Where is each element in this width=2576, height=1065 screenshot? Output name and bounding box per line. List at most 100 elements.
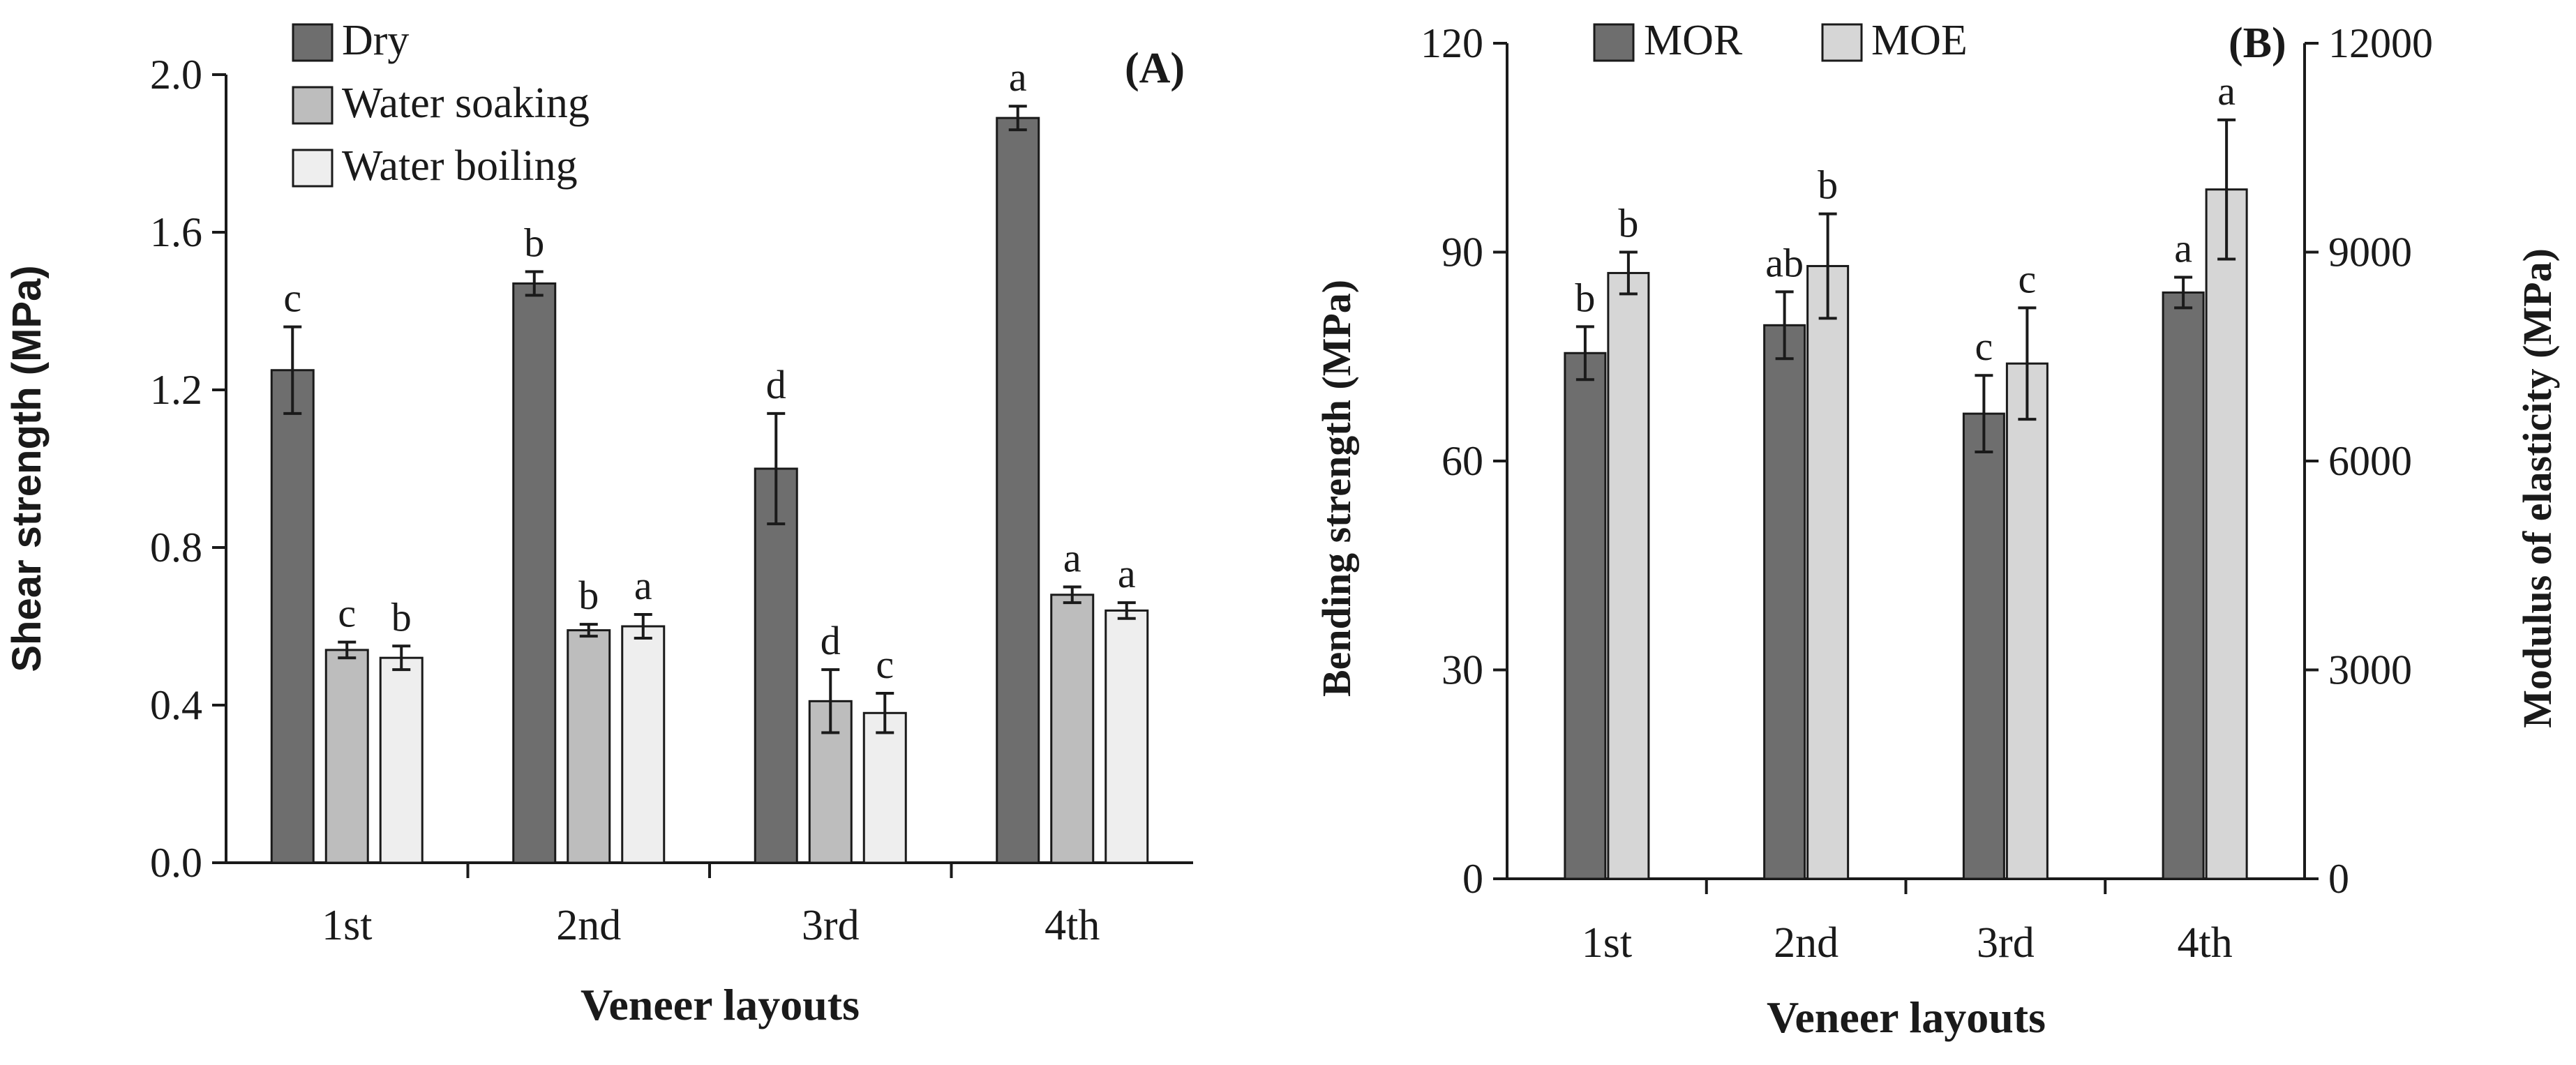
bar-moe-1st xyxy=(1607,271,1650,880)
panel-b-right-tick-label: 0 xyxy=(2328,856,2349,902)
bar-moe-2nd xyxy=(1806,264,1850,880)
bar-water-boiling-3rd xyxy=(862,711,907,864)
error-bar-water-boiling-2nd xyxy=(634,613,652,640)
panel-a-x-tick-label-1st: 1st xyxy=(322,902,372,949)
panel-a-y-axis-title: Shear strength (MPa) xyxy=(4,265,50,672)
legend-label-water-soaking: Water soaking xyxy=(342,80,590,127)
panel-b-y-axis-title-right: Modulus of elasticity (MPa) xyxy=(2515,248,2560,728)
bar-mor-2nd xyxy=(1763,324,1806,880)
error-bar-water-boiling-1st xyxy=(392,644,411,672)
panel-a-y-tick-label: 1.6 xyxy=(150,209,202,255)
panel-b-x-tick-label-2nd: 2nd xyxy=(1774,919,1839,967)
panel-a-y-tick-label: 0.4 xyxy=(150,682,202,728)
legend-swatch-mor xyxy=(1593,23,1635,62)
panel-b-x-tick-label-4th: 4th xyxy=(2178,919,2233,967)
panel-b-x-axis-title: Veneer layouts xyxy=(1767,992,2046,1042)
bar-water-soaking-4th xyxy=(1050,594,1095,864)
panel-a-label: (A) xyxy=(1125,45,1185,92)
panel-b-label: (B) xyxy=(2229,20,2286,67)
significance-letter-water-soaking-3rd: d xyxy=(821,618,841,663)
error-bar-dry-4th xyxy=(1008,105,1027,132)
significance-letter-mor-1st: b xyxy=(1575,275,1595,320)
panel-b-right-tick-label: 12000 xyxy=(2328,20,2433,66)
error-bar-dry-1st xyxy=(283,325,302,415)
significance-letter-dry-4th: a xyxy=(1009,54,1027,100)
significance-letter-water-boiling-1st: b xyxy=(391,594,412,640)
panel-b-y-axis-title: Bending strength (MPa) xyxy=(1314,280,1359,697)
error-bar-mor-1st xyxy=(1575,325,1594,382)
panel-b-y-tick-label: 60 xyxy=(1441,438,1483,484)
bar-water-boiling-2nd xyxy=(621,625,666,864)
significance-letter-dry-1st: c xyxy=(283,275,301,321)
error-bar-mor-3rd xyxy=(1975,374,1993,454)
significance-letter-water-soaking-1st: c xyxy=(338,591,356,636)
significance-letter-dry-3rd: d xyxy=(766,362,786,407)
significance-letter-moe-4th: a xyxy=(2217,68,2236,114)
significance-letter-dry-2nd: b xyxy=(524,220,544,266)
panel-b-y-tick-label: 30 xyxy=(1441,647,1483,693)
panel-a-y-tick-label: 0.8 xyxy=(150,524,202,571)
bar-water-boiling-4th xyxy=(1104,609,1149,864)
error-bar-moe-2nd xyxy=(1818,212,1837,320)
panel-a-x-tick-label-2nd: 2nd xyxy=(556,902,621,949)
significance-letter-mor-3rd: c xyxy=(1975,324,1993,369)
panel-b: 0 30 60 90 120 0 3000 6000 9000 12000 1st 2nd 3rd 4… xyxy=(1314,17,2560,1042)
legend-swatch-water-soaking xyxy=(292,86,334,125)
error-bar-dry-2nd xyxy=(525,270,544,297)
legend-label-moe: MOE xyxy=(1871,17,1968,64)
bar-moe-4th xyxy=(2205,188,2248,880)
significance-letter-mor-4th: a xyxy=(2174,225,2192,271)
significance-letter-moe-3rd: c xyxy=(2019,256,2037,301)
panel-a-y-tick-label: 1.2 xyxy=(150,367,202,413)
bar-mor-1st xyxy=(1564,352,1607,880)
bar-dry-2nd xyxy=(512,282,557,864)
panel-b-x-tick-label-3rd: 3rd xyxy=(1977,919,2035,967)
bar-water-soaking-1st xyxy=(324,649,369,864)
panel-a-legend: Dry Water soaking Water boiling xyxy=(292,17,590,190)
bar-mor-3rd xyxy=(1962,412,2005,880)
error-bar-water-soaking-1st xyxy=(338,640,357,660)
panel-a-y-tick-label: 0.0 xyxy=(150,840,202,886)
bar-water-boiling-1st xyxy=(379,656,424,864)
error-bar-water-boiling-3rd xyxy=(876,692,894,734)
error-bar-water-soaking-3rd xyxy=(821,668,840,734)
error-bar-moe-4th xyxy=(2217,118,2236,261)
panel-b-right-tick-label: 9000 xyxy=(2328,229,2412,275)
bar-dry-4th xyxy=(996,116,1040,864)
legend-swatch-dry xyxy=(292,23,334,62)
legend-label-dry: Dry xyxy=(342,17,409,64)
significance-letter-water-boiling-4th: a xyxy=(1118,551,1136,596)
panel-a-x-axis-title: Veneer layouts xyxy=(581,980,860,1029)
legend-label-water-boiling: Water boiling xyxy=(342,142,578,190)
significance-letter-moe-2nd: b xyxy=(1818,163,1838,208)
panel-b-right-tick-label: 6000 xyxy=(2328,438,2412,484)
panel-a-x-tick-label-4th: 4th xyxy=(1044,902,1100,949)
bar-dry-1st xyxy=(270,369,315,864)
error-bar-moe-3rd xyxy=(2018,306,2037,421)
bar-mor-4th xyxy=(2162,291,2205,880)
significance-letter-water-boiling-3rd: c xyxy=(876,642,894,687)
legend-swatch-moe xyxy=(1821,23,1863,62)
significance-letter-water-soaking-2nd: b xyxy=(578,573,599,618)
bar-water-soaking-2nd xyxy=(567,629,611,864)
significance-letter-moe-1st: b xyxy=(1618,201,1638,246)
panel-b-right-tick-label: 3000 xyxy=(2328,647,2412,693)
panel-a-x-tick-label-3rd: 3rd xyxy=(802,902,860,949)
significance-letter-water-soaking-4th: a xyxy=(1063,536,1081,581)
error-bar-moe-1st xyxy=(1619,250,1638,296)
significance-letter-mor-2nd: ab xyxy=(1765,240,1804,285)
panel-b-x-tick-label-1st: 1st xyxy=(1582,919,1632,967)
bar-moe-3rd xyxy=(2005,362,2049,880)
panel-a-y-tick-label: 2.0 xyxy=(150,52,202,98)
legend-swatch-water-boiling xyxy=(292,149,334,188)
error-bar-water-boiling-4th xyxy=(1117,601,1136,620)
error-bar-water-soaking-4th xyxy=(1063,585,1081,605)
panel-b-y-tick-label: 0 xyxy=(1462,856,1483,902)
panel-a: 0.00.40.81.21.62.0 1st 2nd 3rd 4th cc bbb add… xyxy=(4,17,1193,1029)
error-bar-dry-3rd xyxy=(767,411,786,526)
significance-letter-water-boiling-2nd: a xyxy=(634,563,652,608)
panel-b-legend: MOR MOE xyxy=(1593,17,1968,64)
panel-b-y-tick-label: 120 xyxy=(1421,20,1483,66)
